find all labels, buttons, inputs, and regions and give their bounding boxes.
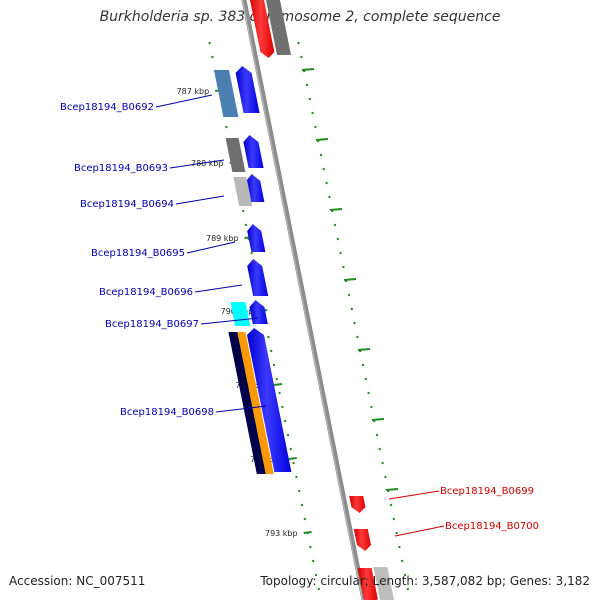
gene-b0695 — [247, 224, 266, 252]
gene-top-red — [249, 0, 275, 58]
right-major-tick — [343, 278, 357, 281]
hit-b0694 — [233, 177, 253, 206]
gene-label-b0695-leader — [186, 241, 236, 254]
gene-label-b0700-leader — [394, 525, 445, 537]
gene-bottom-red — [357, 568, 378, 600]
gene-label-b0696: Bcep18194_B0696 — [99, 287, 193, 298]
hit-b0692 — [214, 70, 239, 117]
right-major-tick — [329, 208, 343, 211]
gene-label-b0695: Bcep18194_B0695 — [91, 248, 185, 259]
right-major-tick — [315, 138, 329, 141]
scale-793: 793 kbp — [265, 529, 298, 538]
gene-label-b0696-leader — [194, 284, 243, 293]
scale-792-tick — [288, 457, 297, 460]
gene-label-b0697: Bcep18194_B0697 — [105, 319, 199, 330]
hit-b0698-orange — [237, 332, 274, 474]
gene-label-b0693: Bcep18194_B0693 — [74, 163, 168, 174]
hit-b0698-dark — [228, 332, 266, 474]
scale-791-tick — [273, 383, 283, 386]
gene-label-b0700: Bcep18194_B0700 — [445, 521, 539, 532]
accession-text: Accession: NC_007511 — [9, 574, 146, 588]
backbone-line — [241, 0, 367, 600]
gene-label-b0698-leader — [215, 405, 267, 413]
topology-text: Topology: circular; Length: 3,587,082 bp… — [260, 574, 590, 588]
gene-label-b0694-leader — [175, 195, 225, 205]
gene-b0693 — [243, 135, 264, 168]
scale-788: 788 kbp — [191, 159, 224, 168]
gene-b0697 — [249, 300, 268, 324]
right-major-tick — [371, 418, 385, 421]
gene-label-b0698: Bcep18194_B0698 — [120, 407, 214, 418]
gene-label-b0699-leader — [388, 490, 440, 500]
hit-b0693 — [225, 138, 246, 172]
right-major-tick — [385, 488, 399, 491]
gene-label-b0693-leader — [169, 159, 225, 169]
gene-label-b0692: Bcep18194_B0692 — [60, 102, 154, 113]
gene-b0694 — [246, 174, 265, 202]
gene-label-b0694: Bcep18194_B0694 — [80, 199, 174, 210]
scale-787: 787 kbp — [177, 87, 210, 96]
gene-b0692 — [235, 66, 260, 113]
gene-label-b0699: Bcep18194_B0699 — [440, 486, 534, 497]
scale-789: 789 kbp — [206, 234, 239, 243]
gene-bottom-grey — [373, 567, 394, 600]
right-major-tick — [301, 68, 315, 71]
right-major-tick — [357, 348, 371, 351]
gene-label-b0697-leader — [200, 317, 259, 325]
gene-label-b0692-leader — [155, 94, 213, 108]
gene-top-grey — [266, 0, 291, 55]
gene-b0698 — [247, 328, 292, 472]
scale-793-tick — [303, 531, 312, 534]
gene-b0696 — [247, 259, 269, 296]
hit-b0697 — [230, 302, 251, 326]
gene-b0699 — [349, 496, 366, 513]
gene-b0700 — [353, 529, 371, 551]
backbone-highlight — [241, 0, 364, 600]
map-title: Burkholderia sp. 383 chromosome 2, compl… — [99, 9, 501, 25]
